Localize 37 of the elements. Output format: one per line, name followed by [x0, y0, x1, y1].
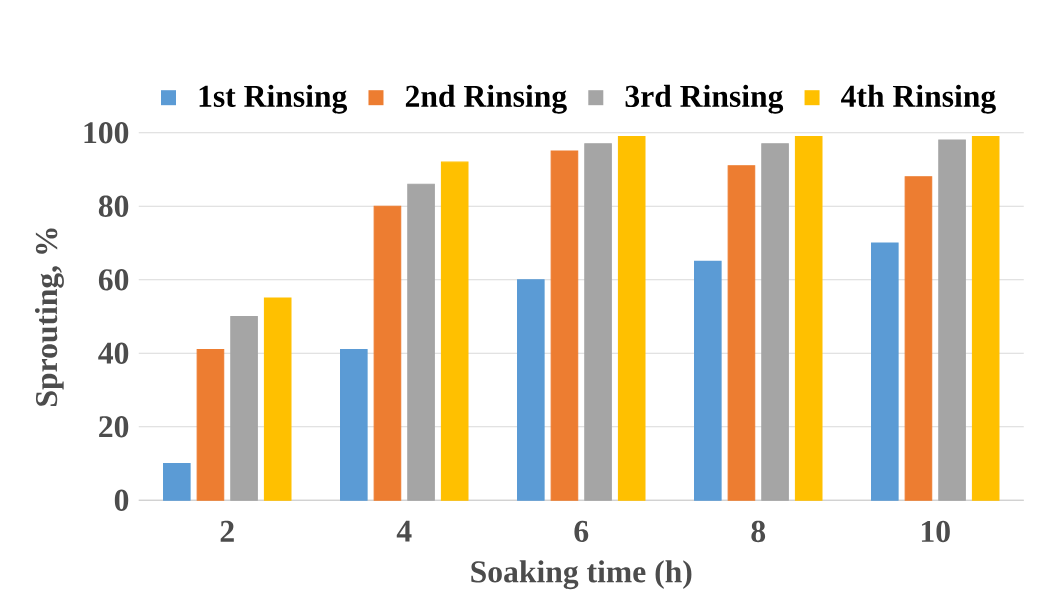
bar	[761, 143, 789, 501]
bar	[196, 349, 225, 501]
bar	[938, 139, 966, 501]
bar	[550, 150, 579, 501]
bar	[163, 462, 191, 501]
bar	[407, 183, 435, 501]
x-tick-label: 6	[574, 520, 589, 543]
legend-label: 3rd Rinsing	[625, 84, 784, 114]
y-tick-label: 0	[114, 489, 129, 511]
bar	[584, 143, 612, 501]
y-axis-title: Sprouting, %	[34, 228, 64, 406]
bar	[340, 349, 368, 501]
y-tick-label: 80	[98, 195, 129, 217]
x-tick-label: 2	[220, 520, 234, 542]
y-tick-label: 40	[98, 342, 129, 364]
legend-label: 2nd Rinsing	[405, 84, 567, 114]
bar	[971, 135, 1000, 501]
bar	[373, 205, 402, 501]
bar	[694, 260, 722, 501]
x-axis-title: Soaking time (h)	[471, 560, 692, 590]
bar	[794, 135, 823, 501]
bar	[230, 315, 258, 501]
bar	[904, 176, 933, 501]
y-tick-label: 20	[99, 416, 129, 438]
bar	[871, 242, 899, 501]
bar	[440, 161, 469, 501]
legend-label: 4th Rinsing	[841, 84, 996, 114]
y-tick-label: 60	[98, 269, 129, 291]
x-tick-label: 10	[921, 520, 950, 543]
bar	[727, 165, 756, 501]
legend-label: 1st Rinsing	[199, 84, 348, 114]
bar	[517, 279, 545, 501]
x-tick-label: 4	[396, 520, 412, 542]
x-tick-label: 8	[751, 520, 766, 543]
bar	[617, 135, 646, 501]
bar	[263, 297, 292, 501]
y-tick-label: 100	[84, 122, 129, 144]
